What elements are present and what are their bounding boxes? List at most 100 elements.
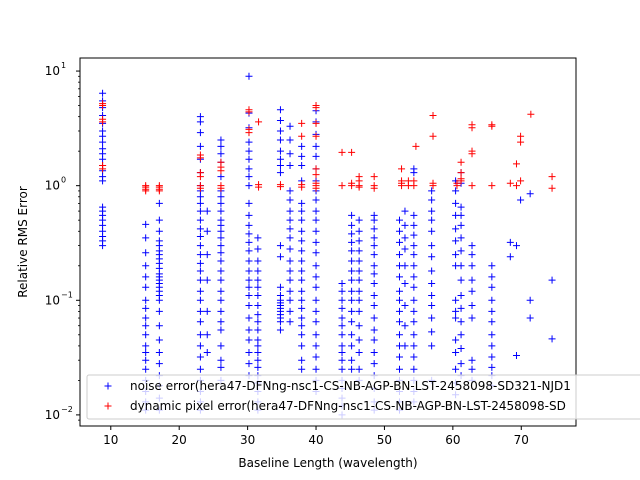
data-point <box>245 326 253 334</box>
data-point <box>99 89 107 97</box>
data-point <box>401 234 409 242</box>
data-point <box>429 132 437 140</box>
data-point <box>370 173 378 181</box>
data-point <box>395 238 403 246</box>
data-point <box>298 216 306 224</box>
data-point <box>338 182 346 190</box>
data-point <box>410 221 418 229</box>
legend-box <box>86 374 640 420</box>
data-point <box>217 318 225 326</box>
data-point <box>348 307 356 315</box>
data-point <box>255 118 263 126</box>
data-point <box>217 184 225 192</box>
data-point <box>196 251 204 259</box>
data-point <box>276 127 284 135</box>
data-point <box>468 356 476 364</box>
data-point <box>526 296 534 304</box>
data-point <box>355 216 363 224</box>
data-point <box>370 234 378 242</box>
data-point <box>298 199 306 207</box>
data-point <box>457 211 465 219</box>
data-point <box>217 142 225 150</box>
data-point <box>370 262 378 270</box>
x-tick-label: 30 <box>240 433 255 447</box>
series-2 <box>99 100 556 195</box>
data-point <box>488 363 496 371</box>
data-point <box>488 182 496 190</box>
data-point <box>457 247 465 255</box>
data-point <box>401 280 409 288</box>
data-point <box>312 227 320 235</box>
data-point <box>457 318 465 326</box>
data-point <box>312 342 320 350</box>
data-point <box>298 247 306 255</box>
data-point <box>217 173 225 181</box>
data-point <box>254 245 262 253</box>
data-point <box>254 257 262 265</box>
data-point <box>155 296 163 304</box>
data-point <box>298 161 306 169</box>
data-point <box>370 336 378 344</box>
data-point <box>348 296 356 304</box>
data-point <box>410 262 418 270</box>
data-point <box>142 296 150 304</box>
data-point <box>338 331 346 339</box>
data-point <box>401 342 409 350</box>
data-point <box>196 207 204 215</box>
data-point <box>348 356 356 364</box>
data-point <box>142 322 150 330</box>
data-point <box>395 353 403 361</box>
data-point <box>548 276 556 284</box>
data-point <box>395 251 403 259</box>
data-point <box>468 262 476 270</box>
data-point <box>410 353 418 361</box>
data-point <box>245 360 253 368</box>
data-point <box>276 183 284 191</box>
data-point <box>196 199 204 207</box>
data-point <box>410 296 418 304</box>
data-point <box>468 150 476 158</box>
data-point <box>468 251 476 259</box>
data-point <box>142 187 150 195</box>
data-point <box>338 287 346 295</box>
data-point <box>410 182 418 190</box>
data-point <box>298 152 306 160</box>
data-point <box>428 267 436 275</box>
data-point <box>312 132 320 140</box>
data-point <box>196 365 204 373</box>
data-point <box>155 336 163 344</box>
data-point <box>312 307 320 315</box>
data-point <box>312 296 320 304</box>
data-point <box>548 184 556 192</box>
data-point <box>286 122 294 130</box>
data-point <box>355 227 363 235</box>
data-point <box>355 267 363 275</box>
data-point <box>217 356 225 364</box>
data-point <box>428 302 436 310</box>
data-point <box>254 356 262 364</box>
plot-background <box>80 58 576 426</box>
data-point <box>217 267 225 275</box>
data-point <box>142 304 150 312</box>
data-point <box>203 307 211 315</box>
data-point <box>312 283 320 291</box>
data-point <box>142 220 150 228</box>
data-point <box>395 318 403 326</box>
data-point <box>488 283 496 291</box>
data-point <box>526 190 534 198</box>
data-point <box>348 247 356 255</box>
data-point <box>196 173 204 181</box>
data-point <box>217 296 225 304</box>
data-point <box>452 336 460 344</box>
data-point <box>99 165 107 173</box>
data-point <box>312 331 320 339</box>
data-point <box>203 276 211 284</box>
data-point <box>217 136 225 144</box>
data-point <box>355 307 363 315</box>
data-point <box>410 318 418 326</box>
data-point <box>338 349 346 357</box>
data-point <box>286 150 294 158</box>
x-tick-label: 60 <box>445 433 460 447</box>
data-point <box>217 207 225 215</box>
data-point <box>452 314 460 322</box>
